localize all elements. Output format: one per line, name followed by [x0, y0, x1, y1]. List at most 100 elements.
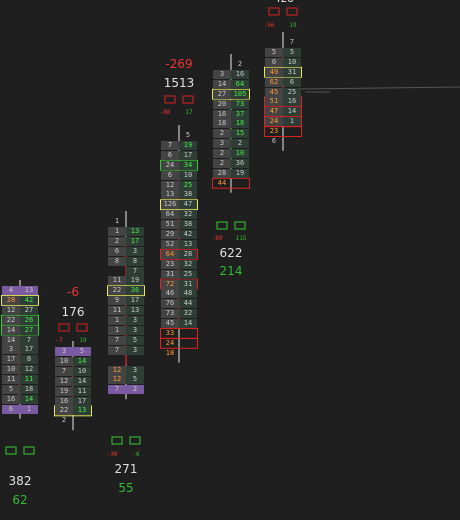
- bid-volume-cell: 22: [2, 315, 20, 325]
- bid-volume-cell: 64: [161, 249, 179, 259]
- ask-volume-cell: 3: [126, 345, 144, 355]
- column-positive: 62: [12, 493, 28, 507]
- bid-volume-cell: 22: [108, 286, 126, 296]
- bid-volume-cell: [265, 38, 283, 47]
- ask-volume-cell: 14: [179, 319, 197, 329]
- column-positive: 214: [219, 264, 243, 278]
- ask-volume-cell: 32: [179, 309, 197, 319]
- bid-volume-cell: [108, 356, 126, 365]
- bid-volume-cell: 24: [161, 160, 179, 170]
- bid-volume-cell: 9: [108, 296, 126, 306]
- ask-volume-cell: 7: [20, 335, 38, 345]
- bid-volume-cell: 51: [265, 97, 283, 107]
- ask-volume-cell: 13: [73, 406, 91, 416]
- ask-volume-cell: 18: [20, 385, 38, 394]
- bid-volume-cell: [213, 60, 231, 69]
- ask-volume-cell: 11: [73, 386, 91, 396]
- bid-volume-cell: 7: [108, 385, 126, 395]
- ask-volume-cell: 17: [179, 150, 197, 160]
- column-delta: -6: [67, 285, 79, 299]
- ask-volume-cell: 3: [126, 316, 144, 325]
- bid-volume-cell: 7: [108, 345, 126, 355]
- bid-volume-cell: 18: [165, 348, 175, 357]
- ask-volume-cell: 5: [283, 47, 301, 57]
- ask-volume-cell: 7: [126, 266, 144, 276]
- bid-volume-cell: 17: [2, 355, 20, 365]
- ask-volume-cell: 13: [20, 286, 38, 295]
- bid-volume-cell: 10: [55, 356, 73, 366]
- bid-volume-cell: 11: [108, 276, 126, 286]
- imbalance-box: [264, 126, 302, 137]
- bid-volume-cell: 76: [161, 299, 179, 309]
- bid-volume-cell: 62: [265, 77, 283, 87]
- imbalance-box: [160, 278, 198, 290]
- ask-volume-cell: 8: [20, 355, 38, 365]
- bid-volume-cell: 40: [265, 67, 283, 77]
- column-volume: 271: [114, 462, 138, 476]
- ask-volume-cell: 6: [283, 77, 301, 87]
- ask-volume-cell: 17: [20, 345, 38, 355]
- column-volume: 176: [61, 305, 85, 319]
- bid-volume-cell: 28: [2, 295, 20, 305]
- bid-volume-cell: 6: [2, 404, 20, 414]
- bid-volume-cell: 13: [161, 190, 179, 200]
- stat-box: [164, 95, 176, 104]
- bid-volume-cell: 3: [213, 69, 231, 79]
- ask-volume-cell: [283, 127, 301, 136]
- ask-volume-cell: 5: [126, 335, 144, 345]
- bid-volume-cell: 10: [2, 365, 20, 375]
- ask-volume-cell: 13: [179, 239, 197, 249]
- ask-volume-cell: [73, 416, 91, 425]
- ask-volume-cell: 44: [179, 299, 197, 309]
- bid-volume-cell: 12: [55, 376, 73, 386]
- ask-volume-cell: 10: [231, 149, 249, 159]
- bid-volume-cell: 1: [114, 217, 120, 225]
- bid-volume-cell: 126: [161, 200, 179, 210]
- bid-volume-cell: 18: [213, 119, 231, 129]
- bid-volume-cell: 3: [213, 139, 231, 149]
- bid-volume-cell: 11: [108, 306, 126, 316]
- bid-volume-cell: 12: [161, 180, 179, 190]
- ask-volume-cell: 73: [231, 99, 249, 109]
- ask-volume-cell: 38: [179, 220, 197, 230]
- ask-volume-cell: 31: [283, 67, 301, 77]
- ask-volume-cell: 5: [126, 375, 144, 385]
- bid-volume-cell: 45: [265, 87, 283, 97]
- bid-volume-cell: 5: [265, 47, 283, 57]
- ask-volume-cell: [179, 329, 197, 338]
- ask-volume-cell: 17: [126, 236, 144, 246]
- bid-volume-cell: 72: [161, 279, 179, 289]
- stat-right: -6: [132, 451, 140, 458]
- bid-volume-cell: 51: [161, 220, 179, 230]
- stat-box: [268, 7, 280, 16]
- bid-volume-cell: 11: [2, 375, 20, 385]
- bid-volume-cell: 16: [55, 396, 73, 406]
- ask-volume-cell: 2: [237, 60, 243, 68]
- ask-volume-cell: 42: [179, 230, 197, 239]
- bid-volume-cell: [161, 131, 179, 140]
- stat-left: -30: [106, 451, 118, 458]
- imbalance-box: [160, 337, 198, 349]
- imbalance-box: [264, 66, 302, 78]
- ask-volume-cell: 7: [289, 38, 295, 46]
- ask-volume-cell: 13: [126, 226, 144, 236]
- ask-volume-cell: [126, 356, 144, 365]
- bid-volume-cell: 20: [213, 99, 231, 109]
- bid-volume-cell: 3: [2, 345, 20, 355]
- stat-box: [129, 436, 141, 445]
- imbalance-box: [1, 294, 39, 306]
- ask-volume-cell: 1: [283, 117, 301, 127]
- bid-volume-cell: 19: [55, 386, 73, 396]
- column-volume: 622: [219, 246, 243, 260]
- imbalance-box: [212, 88, 250, 100]
- bid-volume-cell: 2: [61, 416, 67, 425]
- bid-volume-cell: 16: [213, 109, 231, 119]
- bid-volume-cell: 27: [213, 89, 231, 99]
- bid-volume-cell: 23: [161, 259, 179, 269]
- bid-volume-cell: 24: [165, 338, 175, 347]
- ask-volume-cell: 10: [283, 57, 301, 67]
- bid-volume-cell: 3: [55, 347, 73, 356]
- bid-volume-cell: 7: [55, 366, 73, 376]
- bid-volume-cell: 28: [213, 168, 231, 178]
- ask-volume-cell: 14: [73, 376, 91, 386]
